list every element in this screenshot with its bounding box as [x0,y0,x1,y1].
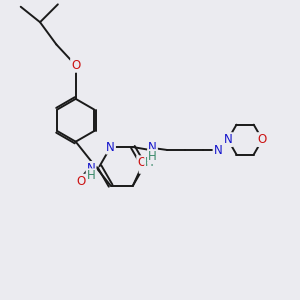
Text: O: O [71,59,80,72]
Text: N: N [87,162,95,175]
Text: N: N [224,133,232,146]
Text: N: N [214,143,222,157]
Text: O: O [76,175,86,188]
Text: H: H [145,156,154,169]
Text: N: N [106,140,115,154]
Text: H: H [87,169,95,182]
Text: N: N [140,160,148,173]
Text: O: O [137,156,146,169]
Text: O: O [258,133,267,146]
Text: H: H [148,150,157,163]
Text: N: N [148,141,157,154]
